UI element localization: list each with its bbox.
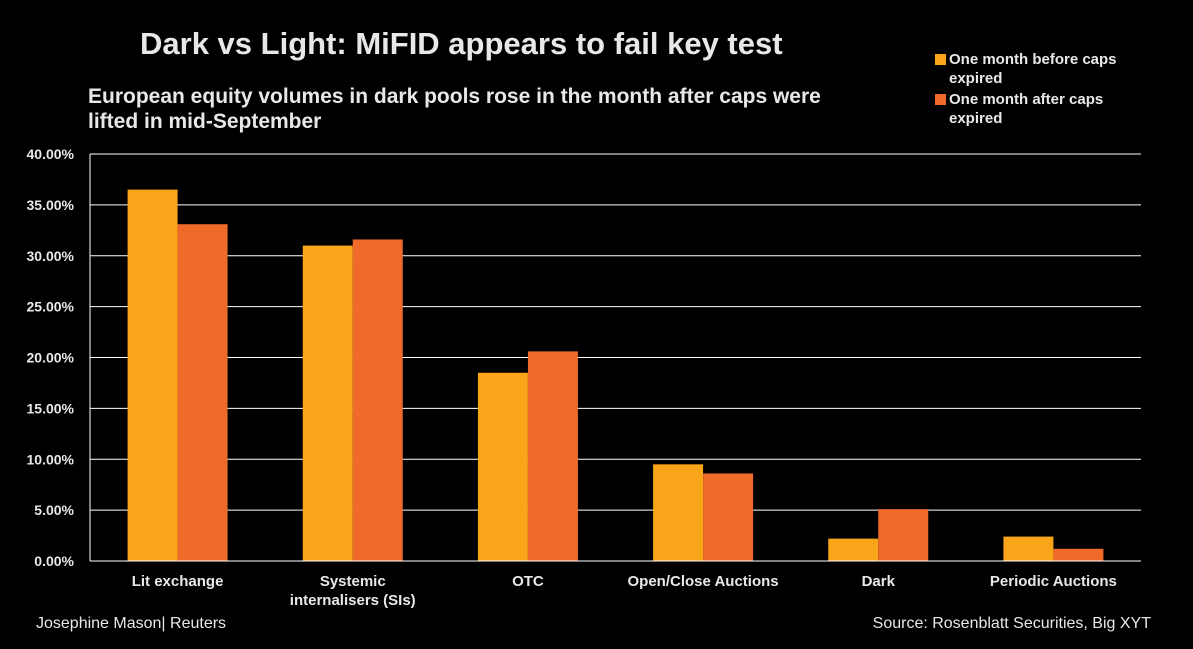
y-tick-label: 15.00% [27,400,75,416]
x-category-label: Lit exchange [132,573,224,590]
chart-title: Dark vs Light: MiFID appears to fail key… [140,26,783,61]
y-tick-label: 0.00% [34,553,74,569]
legend-swatch-after [935,94,946,105]
bar-after [1053,548,1104,561]
bar-before [828,538,879,561]
bar-before [127,189,178,562]
bar-after [703,473,754,561]
chart-subtitle: European equity volumes in dark pools ro… [88,85,821,133]
bar-before [653,464,704,561]
y-tick-label: 10.00% [27,451,75,467]
legend-label-after: One month after caps expired [949,91,1104,127]
x-category-label: Dark [862,573,896,590]
bar-after [177,224,228,561]
legend-item-before: One month before caps expired [935,50,1155,88]
y-tick-label: 35.00% [27,197,75,213]
author-credit: Josephine Mason| Reuters [36,615,227,632]
source-note: Source: Rosenblatt Securities, Big XYT [872,615,1151,632]
y-tick-label: 40.00% [27,146,75,162]
y-tick-label: 25.00% [27,299,75,315]
bar-before [477,372,528,561]
y-tick-label: 5.00% [34,502,74,518]
x-category-label: Systemic internalisers (SIs) [290,573,416,609]
legend-label-before: One month before caps expired [949,51,1117,87]
legend-swatch-before [935,54,946,65]
bar-before [1003,536,1054,561]
y-tick-label: 30.00% [27,248,75,264]
legend-item-after: One month after caps expired [935,90,1155,128]
y-tick-label: 20.00% [27,350,75,366]
x-category-label: Periodic Auctions [990,573,1117,590]
bar-after [878,509,929,561]
bar-before [302,245,353,561]
x-category-label: Open/Close Auctions [628,573,779,590]
x-category-label: OTC [512,573,544,590]
bar-after [352,239,403,561]
legend: One month before caps expired One month … [935,50,1155,130]
bar-after [527,351,578,561]
